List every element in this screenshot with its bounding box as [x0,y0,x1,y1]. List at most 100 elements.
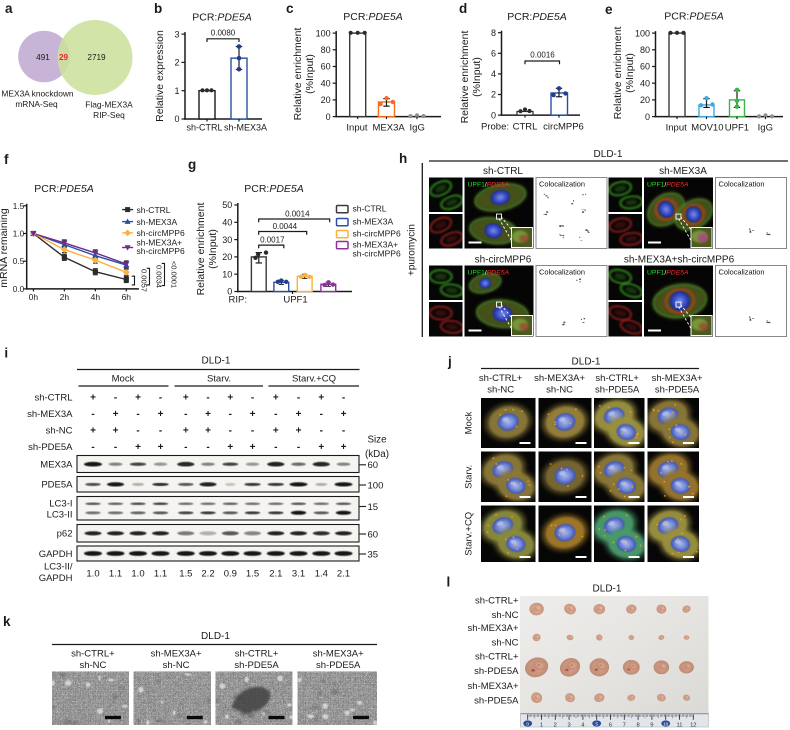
svg-text:6: 6 [491,49,496,59]
svg-text:5: 5 [595,722,598,728]
svg-text:UPF1/PDE5A: UPF1/PDE5A [647,270,689,277]
svg-text:-: - [159,393,162,404]
svg-text:PCR:PDE5A: PCR:PDE5A [507,11,567,23]
svg-text:0.0057: 0.0057 [140,269,149,292]
svg-text:-: - [229,426,232,437]
svg-text:+: + [113,426,119,437]
svg-text:1.5: 1.5 [13,202,25,211]
svg-text:-: - [320,426,323,437]
svg-text:0.0: 0.0 [13,285,25,294]
svg-text:h: h [399,151,407,166]
svg-text:GAPDH: GAPDH [39,549,73,560]
svg-text:0.5: 0.5 [13,257,25,266]
svg-text:IgG: IgG [410,122,425,133]
svg-text:Relative enrichment: Relative enrichment [459,31,471,124]
svg-text:-: - [159,426,162,437]
svg-text:60: 60 [321,62,331,72]
svg-text:+: + [296,409,302,420]
svg-text:Colocalization: Colocalization [719,180,765,189]
svg-text:sh-MEX3A+sh-circMPP6: sh-MEX3A+sh-circMPP6 [624,255,735,266]
svg-text:mRNA remaining: mRNA remaining [0,208,10,288]
svg-text:+: + [250,409,256,420]
svg-text:d: d [459,1,467,16]
svg-text:UPF1/PDE5A: UPF1/PDE5A [468,270,510,277]
svg-text:10: 10 [222,269,232,279]
svg-text:(kDa): (kDa) [365,449,389,460]
svg-text:sh-PDE5A: sh-PDE5A [234,660,279,671]
svg-text:6: 6 [609,723,612,729]
svg-text:sh-circMPP6: sh-circMPP6 [353,249,401,259]
svg-text:-: - [297,393,300,404]
svg-text:20: 20 [640,95,650,105]
svg-text:sh-PDE5A: sh-PDE5A [28,442,73,453]
svg-text:sh-MEX3A+: sh-MEX3A+ [652,373,703,384]
svg-text:UPF1/PDE5A: UPF1/PDE5A [647,182,689,189]
svg-text:sh-MEX3A+: sh-MEX3A+ [151,649,202,660]
svg-text:12: 12 [690,723,696,729]
svg-text:4: 4 [581,723,585,729]
svg-text:2: 2 [554,723,557,729]
svg-text:20: 20 [222,252,232,262]
svg-text:0.0044: 0.0044 [273,222,298,231]
svg-text:+: + [158,442,164,453]
svg-text:+: + [135,393,141,404]
svg-text:2h: 2h [60,292,70,302]
svg-text:l: l [447,575,451,590]
svg-text:-: - [114,393,117,404]
svg-text:-: - [184,409,187,420]
svg-text:PCR:PDE5A: PCR:PDE5A [34,183,94,195]
svg-text:sh-MEX3A+: sh-MEX3A+ [313,649,364,660]
svg-text:2719: 2719 [87,53,106,62]
svg-text:-: - [91,442,94,453]
svg-text:sh-PDE5A: sh-PDE5A [595,385,640,396]
svg-text:+: + [183,393,189,404]
svg-text:100: 100 [635,28,650,38]
svg-text:0: 0 [174,114,179,124]
svg-text:sh-NC: sh-NC [487,385,514,396]
svg-text:80: 80 [321,45,331,55]
svg-text:Flag-MEX3A: Flag-MEX3A [85,100,133,110]
svg-text:4: 4 [491,69,496,79]
svg-text:UPF1/PDE5A: UPF1/PDE5A [468,182,510,189]
svg-text:LC3-I: LC3-I [49,499,72,510]
svg-text:(%Input): (%Input) [304,54,316,94]
svg-text:sh-CTRL+: sh-CTRL+ [235,649,279,660]
svg-text:Input: Input [346,122,367,133]
svg-text:RIP:: RIP: [229,294,247,305]
svg-text:DLD-1: DLD-1 [572,357,601,368]
svg-text:-: - [274,442,277,453]
svg-text:3: 3 [174,29,179,39]
svg-text:+puromycin: +puromycin [407,224,418,276]
svg-text:-: - [136,426,139,437]
svg-text:+: + [318,393,324,404]
svg-text:3.1: 3.1 [292,569,305,580]
svg-text:40: 40 [321,78,331,88]
svg-text:2: 2 [491,90,496,100]
svg-text:60: 60 [368,529,379,540]
svg-text:Relative enrichment: Relative enrichment [292,28,304,121]
svg-text:sh-NC: sh-NC [46,426,73,437]
svg-text:Colocalization: Colocalization [539,180,585,189]
svg-text:-: - [342,393,345,404]
svg-text:3: 3 [567,723,570,729]
svg-text:IgG: IgG [758,122,773,133]
svg-text:1.1: 1.1 [154,569,167,580]
svg-text:2.2: 2.2 [201,569,214,580]
svg-text:g: g [188,157,196,172]
svg-text:k: k [3,614,11,629]
svg-text:sh-MEX3A: sh-MEX3A [224,123,267,133]
svg-text:LC3-II/: LC3-II/ [44,562,73,573]
svg-text:29: 29 [59,53,69,62]
svg-text:mRNA-Seq: mRNA-Seq [15,99,58,109]
svg-text:sh-PDE5A: sh-PDE5A [474,666,519,677]
svg-text:-: - [274,409,277,420]
svg-text:sh-PDE5A: sh-PDE5A [655,385,700,396]
svg-text:p62: p62 [57,529,73,540]
svg-text:-: - [206,442,209,453]
svg-text:+: + [113,409,119,420]
svg-text:-: - [91,409,94,420]
svg-text:8: 8 [636,723,639,729]
svg-text:2.1: 2.1 [337,569,350,580]
svg-text:1: 1 [540,723,543,729]
svg-text:Relative expression: Relative expression [154,30,166,122]
